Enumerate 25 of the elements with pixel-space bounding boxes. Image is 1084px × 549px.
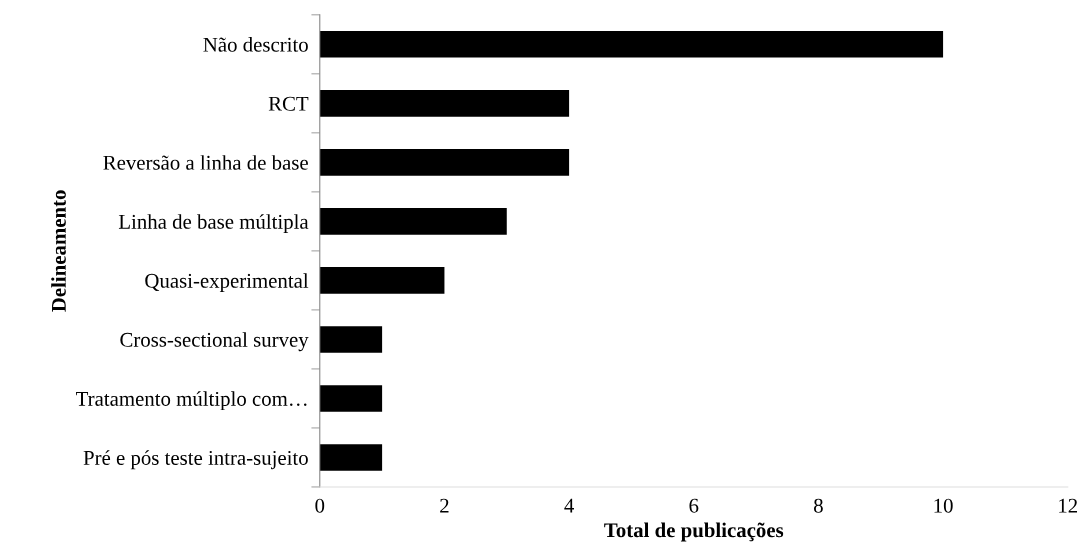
x-tick-label: 4 — [564, 498, 574, 513]
bar — [319, 444, 383, 471]
y-tick-label: RCT — [268, 96, 309, 111]
y-tick-label: Cross-sectional survey — [120, 332, 309, 352]
x-tick-label: 10 — [934, 498, 953, 513]
y-tick-label: Pré e pós teste intra-sujeito — [83, 450, 308, 470]
x-tick-label: 8 — [814, 498, 823, 513]
bar — [319, 31, 944, 58]
x-tick-label: 2 — [440, 498, 449, 513]
x-tick-label: 12 — [1059, 498, 1078, 513]
bar — [319, 326, 383, 353]
bar — [319, 385, 383, 412]
x-axis-title: Total de publicações — [604, 522, 784, 542]
bar — [319, 267, 445, 294]
bar — [319, 208, 507, 235]
bar — [319, 90, 570, 117]
y-tick-label: Quasi-experimental — [145, 273, 309, 293]
y-tick-label: Não descrito — [203, 37, 308, 52]
bar — [319, 149, 570, 176]
x-tick-label: 0 — [315, 498, 325, 513]
x-tick-label: 6 — [689, 498, 699, 513]
y-tick-label: Linha de base múltipla — [118, 214, 309, 234]
y-tick-label: Reversão a linha de base — [103, 155, 308, 170]
y-tick-label: Tratamento múltiplo com… — [76, 391, 307, 411]
y-axis-title: Delineamento — [51, 190, 66, 312]
